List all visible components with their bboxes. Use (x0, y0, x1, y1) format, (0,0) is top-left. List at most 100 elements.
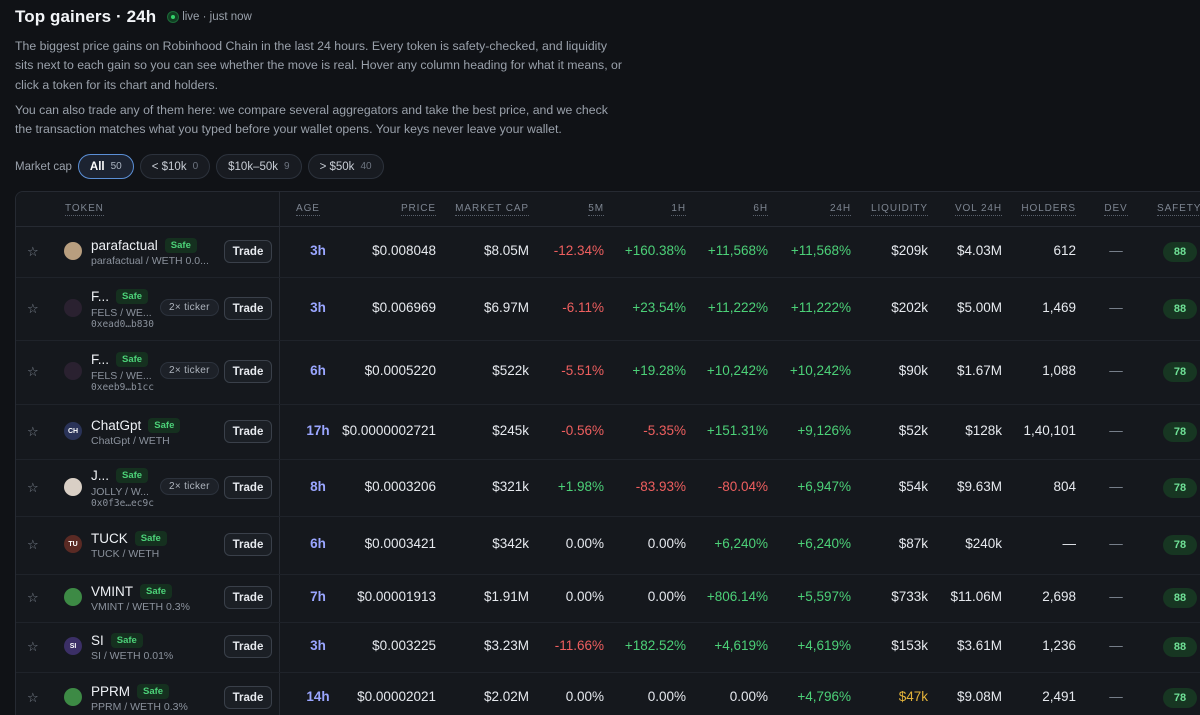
trade-button[interactable]: Trade (224, 533, 272, 556)
dev-status: — (1109, 638, 1123, 653)
trade-button[interactable]: Trade (224, 420, 272, 443)
col-safety[interactable]: SAFETY (1157, 203, 1200, 216)
trade-button[interactable]: Trade (224, 297, 272, 320)
volume-24h: $5.00M (956, 300, 1002, 315)
col-dev[interactable]: DEV (1104, 203, 1128, 216)
chip-count: 0 (192, 161, 199, 172)
trade-button[interactable]: Trade (224, 686, 272, 709)
volume-24h: $9.63M (956, 479, 1002, 494)
safety-score: 78 (1163, 688, 1197, 708)
table-row[interactable]: ☆ F... Safe FELS / WE... 0xeeb9…b1cc 2× ticke… (16, 340, 1200, 405)
trade-button[interactable]: Trade (224, 635, 272, 658)
table-row[interactable]: ☆ SI SI Safe SI / WETH 0.01% Trade 3h $0.003225… (16, 622, 1200, 673)
change-24h: +6,947% (797, 479, 851, 494)
change-1h: 0.00% (647, 536, 686, 551)
market-cap: $8.05M (483, 243, 529, 258)
token-age: 3h (310, 300, 326, 315)
token-age: 6h (310, 536, 326, 551)
token-avatar (64, 688, 82, 706)
token-address[interactable]: 0x0f3e…ec9c (91, 498, 154, 509)
col-liquidity[interactable]: LIQUIDITY (871, 203, 928, 216)
col-5m[interactable]: 5M (588, 203, 604, 216)
live-label: live · just now (182, 11, 252, 23)
favorite-star-icon[interactable]: ☆ (27, 424, 39, 439)
col-age[interactable]: AGE (296, 203, 320, 216)
trade-button[interactable]: Trade (224, 360, 272, 383)
token-address[interactable]: 0xead0…b830 (91, 319, 154, 330)
table-row[interactable]: ☆ J... Safe JOLLY / W... 0x0f3e…ec9c 2× ticke… (16, 459, 1200, 517)
table-row[interactable]: ☆ PPRM Safe PPRM / WETH 0.3% Trade 14h $0.0000… (16, 672, 1200, 715)
token-name[interactable]: TUCK Safe (91, 531, 167, 546)
favorite-star-icon[interactable]: ☆ (27, 639, 39, 654)
holders: 1,088 (1042, 363, 1076, 378)
trade-button[interactable]: Trade (224, 240, 272, 263)
token-name-text: SI (91, 633, 104, 648)
safety-score: 88 (1163, 242, 1197, 262)
liquidity: $52k (898, 423, 928, 438)
token-name-text: ChatGpt (91, 418, 142, 433)
chip-count: 9 (284, 161, 290, 172)
col-24h[interactable]: 24H (829, 203, 851, 216)
safety-score: 88 (1163, 588, 1197, 608)
chip-count: 40 (360, 161, 372, 172)
favorite-star-icon[interactable]: ☆ (27, 590, 39, 605)
liquidity: $153k (891, 638, 928, 653)
change-5m: 0.00% (565, 689, 604, 704)
token-name[interactable]: PPRM Safe (91, 684, 170, 699)
col-market-cap[interactable]: MARKET CAP (455, 203, 529, 216)
col-vol-24h[interactable]: VOL 24H (954, 203, 1002, 216)
favorite-star-icon[interactable]: ☆ (27, 480, 39, 495)
description: The biggest price gains on Robinhood Cha… (15, 39, 622, 92)
token-name[interactable]: SI Safe (91, 633, 143, 648)
table-row[interactable]: ☆ VMINT Safe VMINT / WETH 0.3% Trade 7h $0.000… (16, 574, 1200, 623)
table-row[interactable]: ☆ F... Safe FELS / WE... 0xead0…b830 2× ticke… (16, 277, 1200, 341)
table-row[interactable]: ☆ parafactual Safe parafactual / WETH 0.0..… (16, 227, 1200, 278)
liquidity: $87k (898, 536, 928, 551)
favorite-star-icon[interactable]: ☆ (27, 244, 39, 259)
market-cap: $6.97M (483, 300, 529, 315)
token-age: 6h (310, 363, 326, 378)
favorite-star-icon[interactable]: ☆ (27, 364, 39, 379)
change-5m: 0.00% (565, 536, 604, 551)
trade-description: You can also trade any of them here: we … (15, 103, 608, 137)
token-avatar: SI (64, 637, 82, 655)
market-cap: $2.02M (483, 689, 529, 704)
market-cap: $245k (492, 423, 529, 438)
gainers-table: TOKEN AGE PRICE MARKET CAP 5M 1H 6H 24H … (15, 191, 1200, 715)
token-name[interactable]: VMINT Safe (91, 584, 173, 599)
table-row[interactable]: ☆ TU TUCK Safe TUCK / WETH Trade 6h $0.0003421 $… (16, 516, 1200, 575)
token-address[interactable]: 0xeeb9…b1cc (91, 382, 154, 393)
change-24h: +6,240% (797, 536, 851, 551)
filter-chip-under-10k[interactable]: < $10k 0 (139, 154, 211, 179)
filter-chip-all[interactable]: All 50 (77, 154, 134, 179)
token-name[interactable]: parafactual Safe (91, 238, 197, 253)
holders: 804 (1053, 479, 1076, 494)
change-24h: +10,242% (789, 363, 851, 378)
favorite-star-icon[interactable]: ☆ (27, 301, 39, 316)
filter-chip-over-50k[interactable]: > $50k 40 (307, 154, 384, 179)
filter-chip-10k-50k[interactable]: $10k–50k 9 (216, 154, 302, 179)
trade-button[interactable]: Trade (224, 586, 272, 609)
col-1h[interactable]: 1H (671, 203, 686, 216)
table-row[interactable]: ☆ CH ChatGpt Safe ChatGpt / WETH Trade 17h $0.0… (16, 404, 1200, 460)
col-price[interactable]: PRICE (400, 203, 436, 216)
token-name[interactable]: F... Safe (91, 289, 149, 304)
favorite-star-icon[interactable]: ☆ (27, 537, 39, 552)
favorite-star-icon[interactable]: ☆ (27, 690, 39, 705)
token-pair: PPRM / WETH 0.3% (91, 701, 188, 713)
token-name[interactable]: ChatGpt Safe (91, 418, 181, 433)
col-6h[interactable]: 6H (753, 203, 768, 216)
token-name-text: F... (91, 289, 110, 304)
dev-status: — (1109, 243, 1123, 258)
col-holders[interactable]: HOLDERS (1021, 203, 1076, 216)
token-name[interactable]: F... Safe (91, 352, 149, 367)
change-5m: -0.56% (561, 423, 604, 438)
holders: 1,469 (1042, 300, 1076, 315)
token-pair: ChatGpt / WETH (91, 435, 170, 447)
dev-status: — (1109, 300, 1123, 315)
token-pair: parafactual / WETH 0.0... (91, 255, 209, 267)
col-token[interactable]: TOKEN (65, 203, 104, 216)
safety-score: 88 (1163, 637, 1197, 657)
token-name[interactable]: J... Safe (91, 468, 149, 483)
trade-button[interactable]: Trade (224, 476, 272, 499)
